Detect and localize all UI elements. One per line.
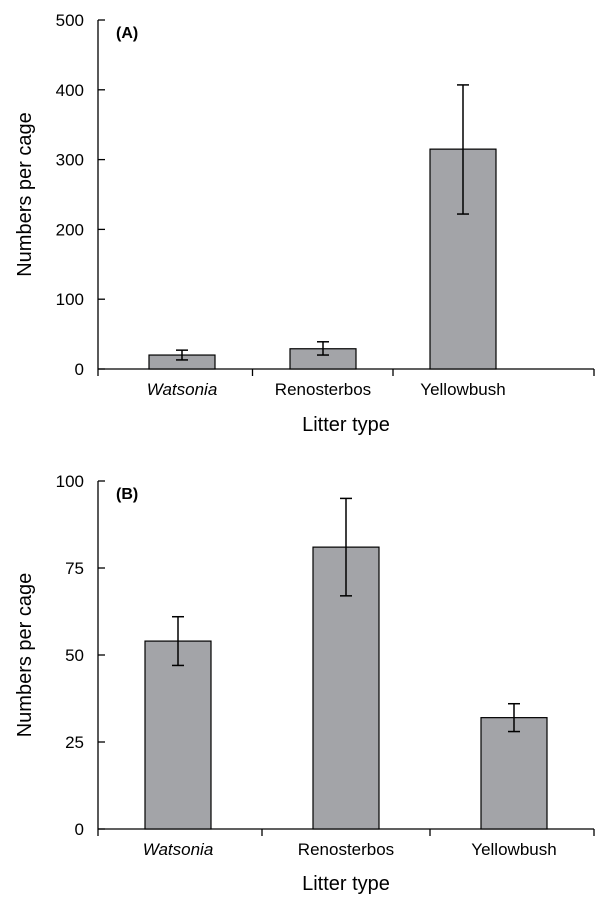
y-tick-label: 0 xyxy=(75,820,84,839)
y-tick-label: 100 xyxy=(56,290,84,309)
x-category-label: Watsonia xyxy=(147,380,218,399)
y-tick-label: 300 xyxy=(56,151,84,170)
y-tick-label: 100 xyxy=(56,472,84,491)
y-tick-label: 200 xyxy=(56,220,84,239)
x-axis-title: Litter type xyxy=(302,873,390,895)
y-axis-title: Numbers per cage xyxy=(14,112,36,277)
y-tick-label: 75 xyxy=(65,559,84,578)
y-tick-label: 500 xyxy=(56,11,84,30)
y-tick-label: 25 xyxy=(65,733,84,752)
y-tick-label: 50 xyxy=(65,646,84,665)
error-bar-watsonia xyxy=(176,349,188,361)
x-category-label: Watsonia xyxy=(143,840,214,859)
chart-panel-2: 0 25 50 75 100 Watsonia Renosterbos Yellowbush L… xyxy=(14,472,595,895)
chart-panel-1: 0 100 200 300 400 500 Watsonia Renosterbos Yello… xyxy=(14,11,595,436)
x-category-label: Yellowbush xyxy=(420,380,505,399)
bar-yellowbush xyxy=(480,717,548,830)
bar-watsonia xyxy=(144,640,212,830)
error-bar-yellowbush xyxy=(508,702,520,733)
y-tick-label: 400 xyxy=(56,81,84,100)
y-axis-title: Numbers per cage xyxy=(14,573,36,738)
error-bar-watsonia xyxy=(172,615,184,667)
error-bar-renosterbos xyxy=(340,497,352,597)
x-axis-title: Litter type xyxy=(302,414,390,436)
panel-label: (B) xyxy=(116,486,138,503)
x-category-label: Renosterbos xyxy=(298,840,394,859)
error-bar-renosterbos xyxy=(317,341,329,356)
x-category-label: Renosterbos xyxy=(275,380,371,399)
error-bar-yellowbush xyxy=(457,84,469,215)
y-tick-label: 0 xyxy=(75,360,84,379)
x-category-label: Yellowbush xyxy=(471,840,556,859)
panel-label: (A) xyxy=(116,25,138,42)
